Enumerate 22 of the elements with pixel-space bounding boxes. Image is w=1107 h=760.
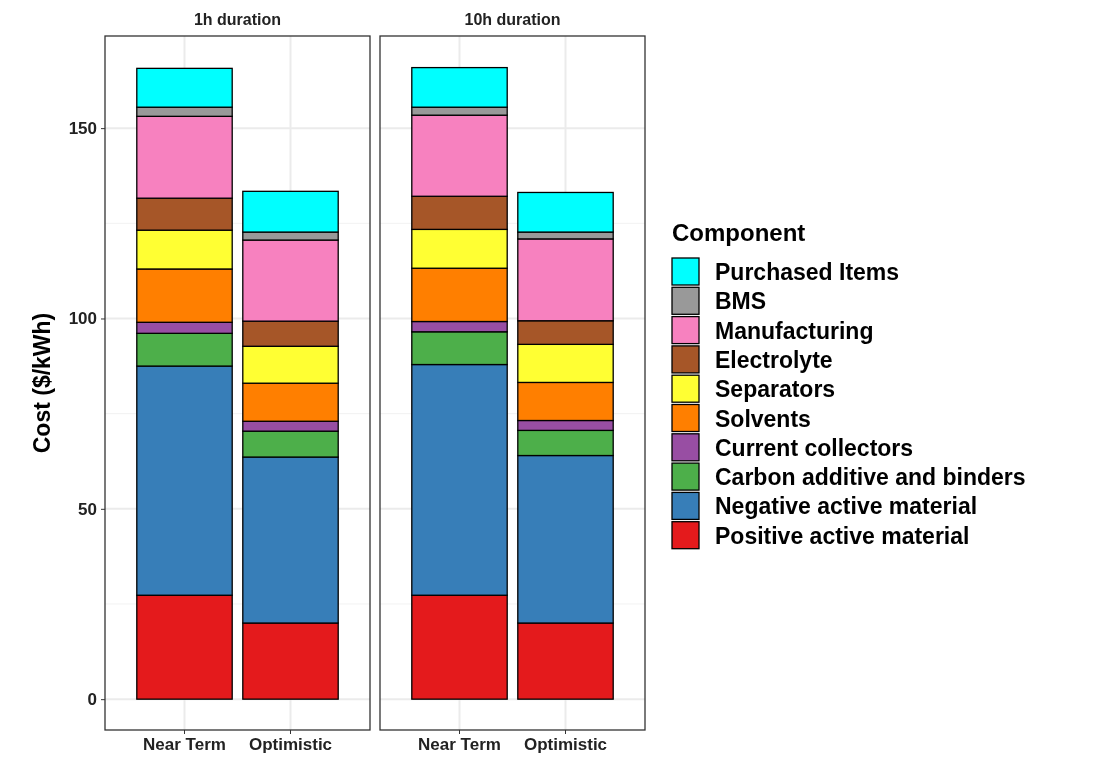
legend-label: Separators [715,376,836,403]
legend-label: Electrolyte [715,346,833,373]
legend-label: Current collectors [715,434,914,461]
x-tick-label: Near Term [143,735,226,755]
legend-label: Positive active material [715,522,970,549]
legend-label: Purchased Items [715,259,900,285]
y-tick-label: 150 [68,119,97,139]
legend-label: Manufacturing [715,317,874,344]
legend-label: Negative active material [715,493,978,520]
y-tick-label: 50 [78,499,97,519]
y-tick-label: 0 [87,690,97,710]
chart-title: 1h duration [193,11,282,28]
legend-label: Carbon additive and binders [715,464,1026,491]
y-axis-title: Cost ($/kWh) [29,312,55,454]
legend-title: Component [672,219,806,246]
x-tick-label: Optimistic [248,735,333,755]
chart-title: 10h duration [464,11,561,28]
legend-label: BMS [715,288,767,315]
y-tick-label: 100 [68,309,97,329]
legend-label: Solvents [715,405,811,432]
x-tick-label: Optimistic [523,735,608,755]
x-tick-label: Near Term [418,735,501,755]
